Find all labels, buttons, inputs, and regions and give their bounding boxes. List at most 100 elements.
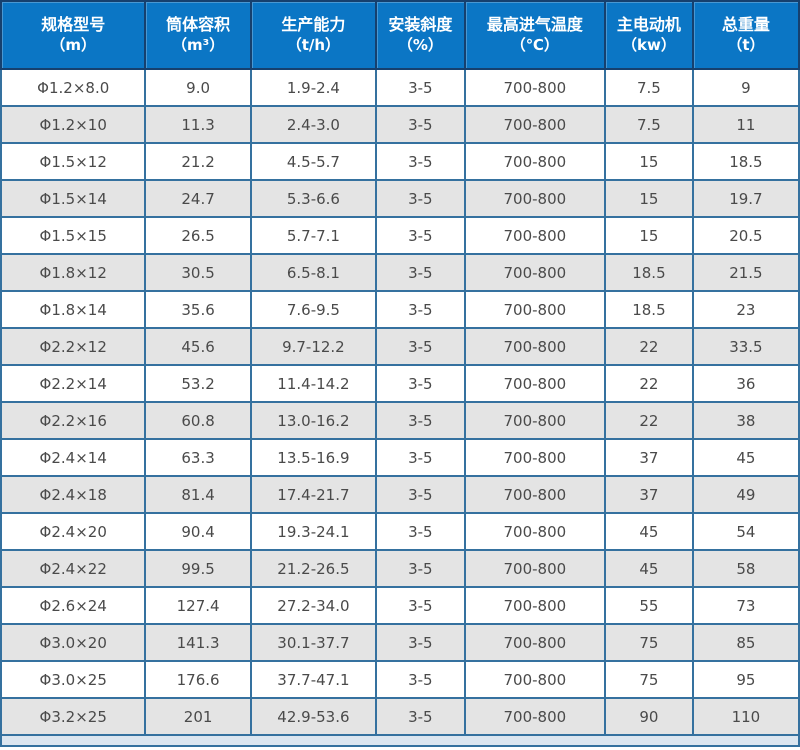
value-cell: 1.9-2.4 <box>249 68 378 107</box>
value-cell: 30.5 <box>144 253 252 292</box>
value-cell: 37.7-47.1 <box>249 660 378 699</box>
column-header-label: 规格型号 <box>41 15 106 35</box>
table-row: Φ3.2×25 201 42.9-53.6 3-5 700-800 90 110 <box>0 697 800 736</box>
column-header-label: 生产能力 <box>281 15 346 35</box>
model-cell: Φ1.5×15 <box>0 216 147 255</box>
model-cell: Φ3.0×25 <box>0 660 147 699</box>
table-row: Φ2.4×14 63.3 13.5-16.9 3-5 700-800 37 45 <box>0 438 800 477</box>
model-cell: Φ2.4×14 <box>0 438 147 477</box>
value-cell: 3-5 <box>375 660 466 699</box>
model-cell: Φ2.6×24 <box>0 586 147 625</box>
value-cell: 3-5 <box>375 697 466 736</box>
column-header-unit: （kw） <box>622 36 676 55</box>
value-cell: 15 <box>604 179 694 218</box>
table-row: Φ2.2×12 45.6 9.7-12.2 3-5 700-800 22 33.5 <box>0 327 800 366</box>
value-cell: 11.3 <box>144 105 252 144</box>
value-cell: 99.5 <box>144 549 252 588</box>
value-cell: 18.5 <box>604 253 694 292</box>
value-cell: 22 <box>604 401 694 440</box>
table-row: Φ1.8×14 35.6 7.6-9.5 3-5 700-800 18.5 23 <box>0 290 800 329</box>
value-cell: 700-800 <box>463 623 607 662</box>
value-cell: 90.4 <box>144 512 252 551</box>
value-cell: 95 <box>691 660 800 699</box>
table-row: Φ1.2×8.0 9.0 1.9-2.4 3-5 700-800 7.5 9 <box>0 68 800 107</box>
column-header: 总重量 （t） <box>691 0 800 70</box>
column-header: 生产能力 （t/h） <box>249 0 378 70</box>
value-cell: 55 <box>604 586 694 625</box>
value-cell: 45 <box>604 512 694 551</box>
value-cell: 13.0-16.2 <box>249 401 378 440</box>
value-cell: 176.6 <box>144 660 252 699</box>
value-cell: 36 <box>691 364 800 403</box>
model-cell: Φ2.2×12 <box>0 327 147 366</box>
table-row: Φ3.0×25 176.6 37.7-47.1 3-5 700-800 75 95 <box>0 660 800 699</box>
value-cell: 18.5 <box>691 142 800 181</box>
value-cell: 15 <box>604 142 694 181</box>
value-cell: 54 <box>691 512 800 551</box>
column-header-unit: （t/h） <box>286 36 341 55</box>
value-cell: 700-800 <box>463 142 607 181</box>
column-header-unit: （m³） <box>172 36 225 55</box>
column-header-label: 筒体容积 <box>166 15 231 35</box>
value-cell: 20.5 <box>691 216 800 255</box>
value-cell: 700-800 <box>463 68 607 107</box>
value-cell: 38 <box>691 401 800 440</box>
table-row: Φ3.0×20 141.3 30.1-37.7 3-5 700-800 75 85 <box>0 623 800 662</box>
table-row: Φ2.2×16 60.8 13.0-16.2 3-5 700-800 22 38 <box>0 401 800 440</box>
value-cell: 3-5 <box>375 253 466 292</box>
table-row: Φ1.8×12 30.5 6.5-8.1 3-5 700-800 18.5 21.5 <box>0 253 800 292</box>
column-header-unit: （t） <box>727 36 765 55</box>
value-cell: 3-5 <box>375 586 466 625</box>
value-cell: 45 <box>691 438 800 477</box>
value-cell: 21.2 <box>144 142 252 181</box>
value-cell: 3-5 <box>375 179 466 218</box>
value-cell: 700-800 <box>463 253 607 292</box>
value-cell: 7.6-9.5 <box>249 290 378 329</box>
model-cell: Φ2.4×18 <box>0 475 147 514</box>
value-cell: 3-5 <box>375 105 466 144</box>
model-cell: Φ2.2×14 <box>0 364 147 403</box>
value-cell: 21.2-26.5 <box>249 549 378 588</box>
value-cell: 75 <box>604 660 694 699</box>
value-cell: 11 <box>691 105 800 144</box>
value-cell: 3-5 <box>375 438 466 477</box>
value-cell: 700-800 <box>463 364 607 403</box>
column-header: 安装斜度 （%） <box>375 0 466 70</box>
column-header-unit: （℃） <box>510 36 559 55</box>
column-header-unit: （m） <box>50 36 97 55</box>
table-header: 规格型号 （m） 筒体容积 （m³） 生产能力 （t/h） 安装斜度 （%） 最高进气温度 （℃）… <box>0 0 800 70</box>
value-cell: 24.7 <box>144 179 252 218</box>
value-cell: 75 <box>604 623 694 662</box>
value-cell: 700-800 <box>463 401 607 440</box>
value-cell: 33.5 <box>691 327 800 366</box>
table-row: Φ1.5×12 21.2 4.5-5.7 3-5 700-800 15 18.5 <box>0 142 800 181</box>
value-cell: 7.5 <box>604 105 694 144</box>
column-header-label: 最高进气温度 <box>486 15 583 35</box>
value-cell: 700-800 <box>463 327 607 366</box>
value-cell: 3-5 <box>375 216 466 255</box>
value-cell: 13.5-16.9 <box>249 438 378 477</box>
column-header: 筒体容积 （m³） <box>144 0 252 70</box>
value-cell: 700-800 <box>463 179 607 218</box>
model-cell: Φ1.2×8.0 <box>0 68 147 107</box>
value-cell: 11.4-14.2 <box>249 364 378 403</box>
value-cell: 49 <box>691 475 800 514</box>
value-cell: 35.6 <box>144 290 252 329</box>
model-cell: Φ1.5×14 <box>0 179 147 218</box>
value-cell: 45 <box>604 549 694 588</box>
table-row: Φ2.4×20 90.4 19.3-24.1 3-5 700-800 45 54 <box>0 512 800 551</box>
table-row: Φ1.2×10 11.3 2.4-3.0 3-5 700-800 7.5 11 <box>0 105 800 144</box>
value-cell: 700-800 <box>463 438 607 477</box>
value-cell: 15 <box>604 216 694 255</box>
model-cell: Φ2.2×16 <box>0 401 147 440</box>
value-cell: 3-5 <box>375 475 466 514</box>
column-header: 规格型号 （m） <box>0 0 147 70</box>
model-cell: Φ1.8×12 <box>0 253 147 292</box>
value-cell: 3-5 <box>375 142 466 181</box>
value-cell: 700-800 <box>463 216 607 255</box>
table-footer-strip <box>0 736 800 747</box>
value-cell: 700-800 <box>463 290 607 329</box>
value-cell: 60.8 <box>144 401 252 440</box>
model-cell: Φ1.2×10 <box>0 105 147 144</box>
